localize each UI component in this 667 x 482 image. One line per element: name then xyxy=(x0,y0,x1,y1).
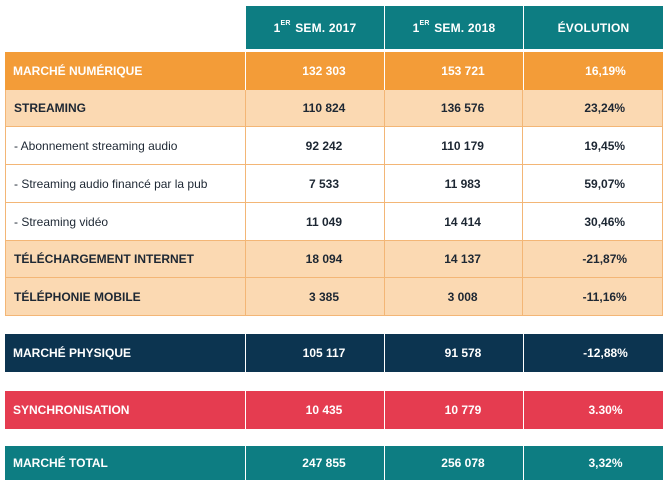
table-row: - Streaming vidéo 11 049 14 414 30,46% xyxy=(5,203,663,241)
row-evolution: 16,19% xyxy=(523,52,663,90)
table-row: STREAMING 110 824 136 576 23,24% xyxy=(5,90,663,127)
row-value-2017: 105 117 xyxy=(245,334,384,372)
header-2017-sup: ER xyxy=(280,20,291,27)
table-header: 1 ER SEM. 2017 1 ER SEM. 2018 ÉVOLUTION xyxy=(5,6,663,49)
row-evolution: -21,87% xyxy=(522,241,662,277)
header-2018-label: SEM. 2018 xyxy=(434,20,496,35)
row-value-2017: 92 242 xyxy=(245,127,384,164)
row-value-2018: 3 008 xyxy=(383,278,523,315)
row-evolution: 3,32% xyxy=(523,446,663,480)
row-value-2018: 136 576 xyxy=(383,90,523,126)
row-label: - Streaming audio financé par la pub xyxy=(14,176,208,191)
row-value-2017: 7 533 xyxy=(245,165,384,202)
row-evolution: 19,45% xyxy=(522,127,662,164)
row-value-2018: 14 414 xyxy=(383,203,523,240)
header-2017-label: SEM. 2017 xyxy=(295,20,357,35)
table-row: TÉLÉCHARGEMENT INTERNET 18 094 14 137 -2… xyxy=(5,241,663,278)
header-2018-sup: ER xyxy=(419,20,430,27)
row-evolution: 23,24% xyxy=(522,90,662,126)
row-value-2018: 91 578 xyxy=(384,334,523,372)
row-value-2018: 14 137 xyxy=(383,241,523,277)
row-value-2017: 110 824 xyxy=(245,90,384,126)
row-evolution: -11,16% xyxy=(522,278,662,315)
table-row: TÉLÉPHONIE MOBILE 3 385 3 008 -11,16% xyxy=(5,278,663,316)
row-value-2017: 18 094 xyxy=(245,241,384,277)
header-2018: 1 ER SEM. 2018 xyxy=(384,6,523,49)
row-label: STREAMING xyxy=(14,101,86,115)
row-evolution: 59,07% xyxy=(522,165,662,202)
row-value-2018: 10 779 xyxy=(384,391,523,429)
row-label: MARCHÉ TOTAL xyxy=(13,456,108,470)
row-value-2018: 256 078 xyxy=(384,446,523,480)
row-value-2018: 153 721 xyxy=(384,52,523,90)
row-label: MARCHÉ PHYSIQUE xyxy=(13,346,132,360)
header-2017: 1 ER SEM. 2017 xyxy=(245,6,384,49)
header-2017-ordinal: 1 xyxy=(273,20,281,35)
row-label: SYNCHRONISATION xyxy=(13,403,130,417)
row-label: MARCHÉ NUMÉRIQUE xyxy=(13,64,143,78)
table-row: SYNCHRONISATION 10 435 10 779 3.30% xyxy=(5,391,663,429)
header-evolution: ÉVOLUTION xyxy=(523,6,663,49)
header-empty xyxy=(5,6,245,49)
table-row: - Abonnement streaming audio 92 242 110 … xyxy=(5,127,663,165)
row-value-2017: 247 855 xyxy=(245,446,384,480)
header-2018-ordinal: 1 xyxy=(412,20,420,35)
row-value-2017: 10 435 xyxy=(245,391,384,429)
row-evolution: -12,88% xyxy=(523,334,663,372)
row-value-2017: 3 385 xyxy=(245,278,384,315)
table-row: MARCHÉ TOTAL 247 855 256 078 3,32% xyxy=(5,446,663,480)
row-value-2017: 11 049 xyxy=(245,203,384,240)
table-row: MARCHÉ PHYSIQUE 105 117 91 578 -12,88% xyxy=(5,334,663,372)
row-evolution: 3.30% xyxy=(523,391,663,429)
row-evolution: 30,46% xyxy=(522,203,662,240)
row-value-2017: 132 303 xyxy=(245,52,384,90)
row-label: - Abonnement streaming audio xyxy=(14,138,178,153)
row-label: - Streaming vidéo xyxy=(14,214,109,229)
table-row: - Streaming audio financé par la pub 7 5… xyxy=(5,165,663,203)
row-value-2018: 11 983 xyxy=(383,165,523,202)
row-label: TÉLÉCHARGEMENT INTERNET xyxy=(14,252,194,266)
row-value-2018: 110 179 xyxy=(383,127,523,164)
table-row: MARCHÉ NUMÉRIQUE 132 303 153 721 16,19% xyxy=(5,52,663,90)
row-label: TÉLÉPHONIE MOBILE xyxy=(14,289,141,304)
